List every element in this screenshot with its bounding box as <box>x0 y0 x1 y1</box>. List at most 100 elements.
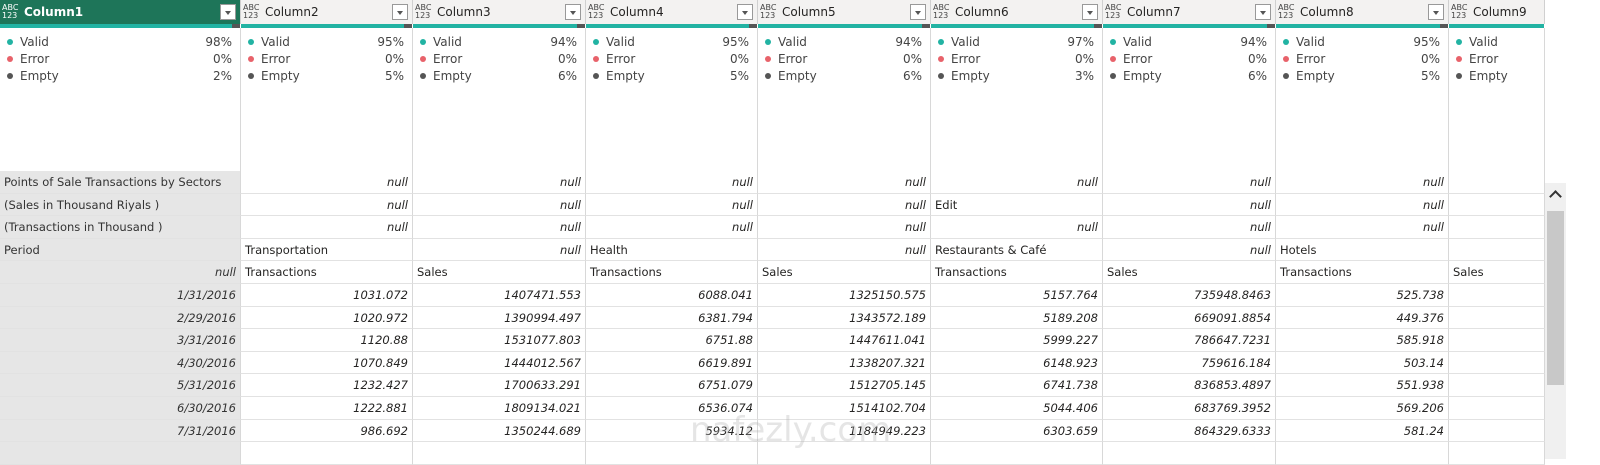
column-header-7[interactable]: ABC 123 Column7 <box>1103 0 1276 24</box>
table-cell[interactable]: Sales <box>1449 261 1545 284</box>
table-cell[interactable]: null <box>1103 193 1276 217</box>
table-cell[interactable]: null <box>413 193 586 217</box>
table-cell[interactable]: Health <box>586 238 758 262</box>
table-cell[interactable]: Restaurants & Café <box>931 238 1103 262</box>
column-header-9[interactable]: ABC 123 Column9 <box>1449 0 1545 24</box>
table-cell[interactable] <box>758 442 931 465</box>
table-cell[interactable]: null <box>586 171 758 194</box>
column-header-6[interactable]: ABC 123 Column6 <box>931 0 1103 24</box>
table-cell[interactable]: 503.14 <box>1276 351 1449 375</box>
table-cell[interactable]: Transactions <box>586 261 758 284</box>
table-cell[interactable]: Edit <box>931 193 1103 217</box>
table-cell[interactable]: null <box>241 216 413 239</box>
table-cell[interactable]: 1444012.567 <box>413 351 586 375</box>
table-cell[interactable] <box>1449 351 1545 375</box>
table-cell[interactable]: 1232.427 <box>241 374 413 397</box>
filter-dropdown-icon[interactable] <box>1428 4 1444 20</box>
table-cell[interactable]: 3/31/2016 <box>0 329 241 352</box>
table-cell[interactable]: null <box>758 216 931 239</box>
table-cell[interactable]: Sales <box>413 261 586 284</box>
table-cell[interactable] <box>0 442 241 465</box>
table-cell[interactable]: null <box>586 216 758 239</box>
table-cell[interactable]: null <box>1103 216 1276 239</box>
table-cell[interactable]: 525.738 <box>1276 284 1449 307</box>
table-cell[interactable]: 1447611.041 <box>758 329 931 352</box>
table-cell[interactable]: 1/31/2016 <box>0 284 241 307</box>
table-cell[interactable] <box>241 442 413 465</box>
table-cell[interactable]: 836853.4897 <box>1103 374 1276 397</box>
table-cell[interactable]: 1514102.704 <box>758 397 931 420</box>
table-cell[interactable]: 1020.972 <box>241 306 413 330</box>
filter-dropdown-icon[interactable] <box>737 4 753 20</box>
table-cell[interactable]: 6303.659 <box>931 419 1103 443</box>
table-cell[interactable]: 2/29/2016 <box>0 306 241 330</box>
table-cell[interactable] <box>413 442 586 465</box>
table-cell[interactable]: null <box>758 171 931 194</box>
table-cell[interactable]: 5157.764 <box>931 284 1103 307</box>
table-cell[interactable]: 1070.849 <box>241 351 413 375</box>
table-cell[interactable]: 1184949.223 <box>758 419 931 443</box>
table-cell[interactable]: 5934.12 <box>586 419 758 443</box>
table-cell[interactable]: 6741.738 <box>931 374 1103 397</box>
table-cell[interactable]: 6148.923 <box>931 351 1103 375</box>
table-cell[interactable]: Transactions <box>931 261 1103 284</box>
type-any-icon[interactable]: ABC 123 <box>588 3 605 20</box>
table-cell[interactable]: 986.692 <box>241 419 413 443</box>
table-cell[interactable]: 669091.8854 <box>1103 306 1276 330</box>
type-any-icon[interactable]: ABC 123 <box>243 3 260 20</box>
table-cell[interactable]: 6088.041 <box>586 284 758 307</box>
table-cell[interactable]: 6751.079 <box>586 374 758 397</box>
table-cell[interactable] <box>586 442 758 465</box>
filter-dropdown-icon[interactable] <box>1255 4 1271 20</box>
table-cell[interactable]: null <box>241 193 413 217</box>
table-cell[interactable]: 864329.6333 <box>1103 419 1276 443</box>
column-header-3[interactable]: ABC 123 Column3 <box>413 0 586 24</box>
table-cell[interactable]: 551.938 <box>1276 374 1449 397</box>
filter-dropdown-icon[interactable] <box>220 4 236 20</box>
table-cell[interactable]: (Sales in Thousand Riyals ) <box>0 193 241 217</box>
table-cell[interactable]: 6751.88 <box>586 329 758 352</box>
table-cell[interactable]: 1809134.021 <box>413 397 586 420</box>
column-header-8[interactable]: ABC 123 Column8 <box>1276 0 1449 24</box>
table-cell[interactable]: null <box>241 171 413 194</box>
type-any-icon[interactable]: ABC 123 <box>1451 3 1468 20</box>
table-cell[interactable]: null <box>758 193 931 217</box>
table-cell[interactable] <box>1449 329 1545 352</box>
table-cell[interactable] <box>931 442 1103 465</box>
table-cell[interactable]: 4/30/2016 <box>0 351 241 375</box>
table-cell[interactable]: 6381.794 <box>586 306 758 330</box>
table-cell[interactable]: 1700633.291 <box>413 374 586 397</box>
table-cell[interactable]: 1407471.553 <box>413 284 586 307</box>
table-cell[interactable]: 5999.227 <box>931 329 1103 352</box>
table-cell[interactable] <box>1449 216 1545 239</box>
table-cell[interactable]: null <box>931 216 1103 239</box>
table-cell[interactable]: 1120.88 <box>241 329 413 352</box>
table-cell[interactable]: 1350244.689 <box>413 419 586 443</box>
table-cell[interactable]: 683769.3952 <box>1103 397 1276 420</box>
table-cell[interactable]: 5044.406 <box>931 397 1103 420</box>
column-header-4[interactable]: ABC 123 Column4 <box>586 0 758 24</box>
table-cell[interactable]: 581.24 <box>1276 419 1449 443</box>
table-cell[interactable]: (Transactions in Thousand ) <box>0 216 241 239</box>
table-cell[interactable]: 1325150.575 <box>758 284 931 307</box>
type-any-icon[interactable]: ABC 123 <box>2 3 19 20</box>
filter-dropdown-icon[interactable] <box>392 4 408 20</box>
table-cell[interactable]: 6536.074 <box>586 397 758 420</box>
column-header-1[interactable]: ABC 123 Column1 <box>0 0 241 24</box>
table-cell[interactable]: Points of Sale Transactions by Sectors <box>0 171 241 194</box>
type-any-icon[interactable]: ABC 123 <box>760 3 777 20</box>
scrollbar-thumb[interactable] <box>1547 211 1564 385</box>
type-any-icon[interactable]: ABC 123 <box>415 3 432 20</box>
table-cell[interactable]: null <box>1276 171 1449 194</box>
column-header-5[interactable]: ABC 123 Column5 <box>758 0 931 24</box>
filter-dropdown-icon[interactable] <box>1082 4 1098 20</box>
table-cell[interactable]: Transactions <box>241 261 413 284</box>
table-cell[interactable]: 786647.7231 <box>1103 329 1276 352</box>
table-cell[interactable]: 569.206 <box>1276 397 1449 420</box>
type-any-icon[interactable]: ABC 123 <box>1278 3 1295 20</box>
table-cell[interactable] <box>1449 193 1545 217</box>
table-cell[interactable] <box>1449 171 1545 194</box>
table-cell[interactable]: 1031.072 <box>241 284 413 307</box>
table-cell[interactable]: Hotels <box>1276 238 1449 262</box>
table-cell[interactable] <box>1276 442 1449 465</box>
